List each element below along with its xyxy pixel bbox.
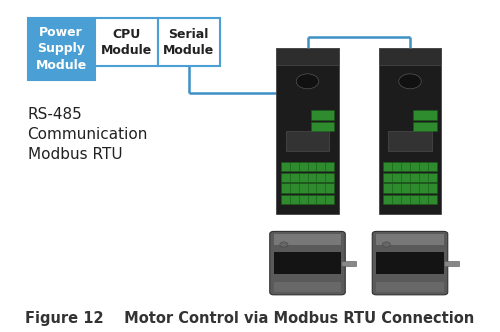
FancyBboxPatch shape xyxy=(376,252,444,274)
FancyBboxPatch shape xyxy=(413,111,437,120)
Ellipse shape xyxy=(382,242,390,247)
FancyBboxPatch shape xyxy=(28,18,95,80)
Text: CPU
Module: CPU Module xyxy=(100,28,152,57)
Text: Power
Supply
Module: Power Supply Module xyxy=(36,26,87,72)
FancyBboxPatch shape xyxy=(270,231,345,295)
Ellipse shape xyxy=(280,242,288,247)
Text: RS-485
Communication
Modbus RTU: RS-485 Communication Modbus RTU xyxy=(28,107,148,162)
FancyBboxPatch shape xyxy=(158,18,220,66)
FancyBboxPatch shape xyxy=(274,252,341,274)
Text: Figure 12    Motor Control via Modbus RTU Connection: Figure 12 Motor Control via Modbus RTU C… xyxy=(26,311,474,326)
FancyBboxPatch shape xyxy=(341,261,356,266)
FancyBboxPatch shape xyxy=(310,122,334,131)
FancyBboxPatch shape xyxy=(413,122,437,131)
FancyBboxPatch shape xyxy=(379,48,442,65)
FancyBboxPatch shape xyxy=(379,48,442,214)
Ellipse shape xyxy=(296,74,319,89)
Text: Serial
Module: Serial Module xyxy=(163,28,214,57)
FancyBboxPatch shape xyxy=(376,234,444,244)
FancyBboxPatch shape xyxy=(384,195,436,204)
FancyBboxPatch shape xyxy=(95,18,158,66)
FancyBboxPatch shape xyxy=(274,234,341,244)
FancyBboxPatch shape xyxy=(276,48,339,214)
FancyBboxPatch shape xyxy=(384,162,436,171)
FancyBboxPatch shape xyxy=(384,173,436,182)
Ellipse shape xyxy=(399,74,421,89)
FancyBboxPatch shape xyxy=(376,282,444,292)
FancyBboxPatch shape xyxy=(274,282,341,292)
FancyBboxPatch shape xyxy=(281,183,334,193)
FancyBboxPatch shape xyxy=(444,261,458,266)
FancyBboxPatch shape xyxy=(286,131,330,151)
FancyBboxPatch shape xyxy=(384,183,436,193)
FancyBboxPatch shape xyxy=(281,173,334,182)
FancyBboxPatch shape xyxy=(388,131,432,151)
FancyBboxPatch shape xyxy=(372,231,448,295)
FancyBboxPatch shape xyxy=(310,111,334,120)
FancyBboxPatch shape xyxy=(276,48,339,65)
FancyBboxPatch shape xyxy=(281,195,334,204)
FancyBboxPatch shape xyxy=(281,162,334,171)
